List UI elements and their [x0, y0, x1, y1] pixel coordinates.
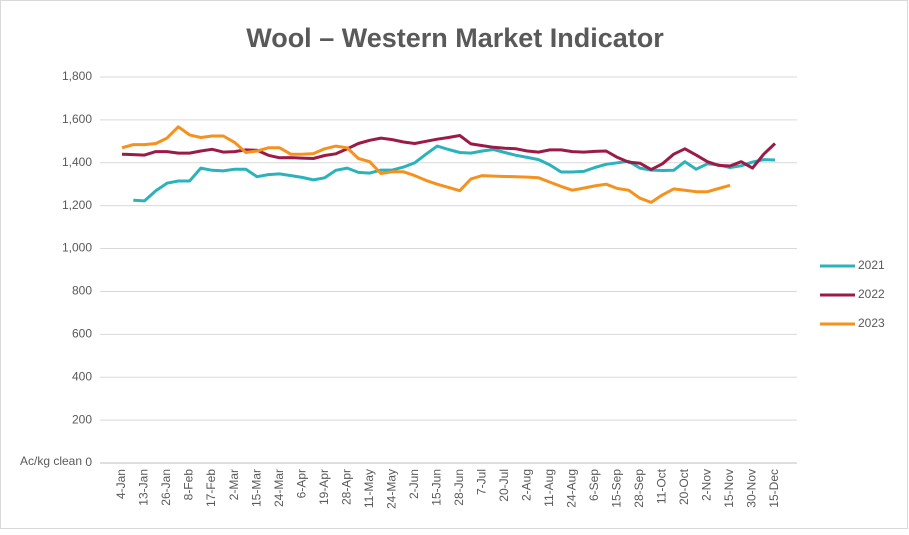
- x-tick-label: 4-Jan: [114, 469, 128, 499]
- x-tick-label: 28-Apr: [339, 469, 353, 505]
- y-tick-label: 1,000: [62, 241, 92, 255]
- y-tick-label: 0: [85, 455, 92, 469]
- x-tick-label: 15-Nov: [722, 469, 736, 508]
- x-tick-label: 11-Aug: [542, 469, 556, 507]
- x-tick-label: 26-Jan: [159, 469, 173, 506]
- x-tick-label: 15-Sep: [610, 469, 624, 508]
- legend-label: 2022: [858, 287, 885, 301]
- y-tick-label: 400: [72, 369, 92, 383]
- x-tick-label: 28-Jun: [452, 469, 466, 506]
- x-tick-label: 30-Nov: [745, 469, 759, 508]
- x-tick-label: 2-Nov: [700, 469, 714, 501]
- y-tick-label: 1,200: [62, 198, 92, 212]
- y-tick-label: 200: [72, 412, 92, 426]
- y-tick-label: 1,800: [62, 69, 92, 83]
- x-tick-label: 13-Jan: [137, 469, 151, 506]
- x-tick-label: 20-Oct: [677, 468, 691, 505]
- series-line: [121, 125, 731, 204]
- x-tick-label: 8-Feb: [182, 469, 196, 501]
- x-tick-label: 2-Aug: [519, 469, 533, 501]
- y-axis-label: Ac/kg clean: [20, 454, 82, 468]
- x-tick-label: 2-Mar: [227, 469, 241, 500]
- x-tick-label: 19-Apr: [317, 469, 331, 505]
- x-tick-label: 2-Jun: [407, 469, 421, 499]
- x-tick-label: 15-Jun: [429, 469, 443, 506]
- y-tick-label: 600: [72, 327, 92, 341]
- x-tick-label: 15-Dec: [767, 469, 781, 508]
- x-tick-label: 6-Apr: [294, 469, 308, 498]
- series-line: [121, 134, 777, 172]
- y-tick-label: 1,600: [62, 112, 92, 126]
- series-line: [133, 144, 776, 203]
- x-tick-label: 7-Jul: [474, 469, 488, 495]
- x-tick-label: 11-May: [362, 469, 376, 508]
- x-tick-label: 15-Mar: [249, 469, 263, 507]
- legend-label: 2023: [858, 316, 885, 330]
- x-tick-label: 17-Feb: [204, 469, 218, 507]
- x-tick-label: 24-May: [384, 469, 398, 509]
- x-tick-label: 11-Oct: [655, 468, 669, 504]
- x-tick-label: 6-Sep: [587, 469, 601, 501]
- x-tick-label: 28-Sep: [632, 469, 646, 508]
- x-tick-label: 24-Mar: [272, 469, 286, 507]
- chart-title: Wool – Western Market Indicator: [246, 23, 664, 53]
- x-tick-label: 20-Jul: [497, 469, 511, 502]
- y-tick-label: 1,400: [62, 155, 92, 169]
- y-tick-label: 800: [72, 284, 92, 298]
- legend-label: 2021: [858, 258, 885, 272]
- x-tick-label: 24-Aug: [565, 469, 579, 508]
